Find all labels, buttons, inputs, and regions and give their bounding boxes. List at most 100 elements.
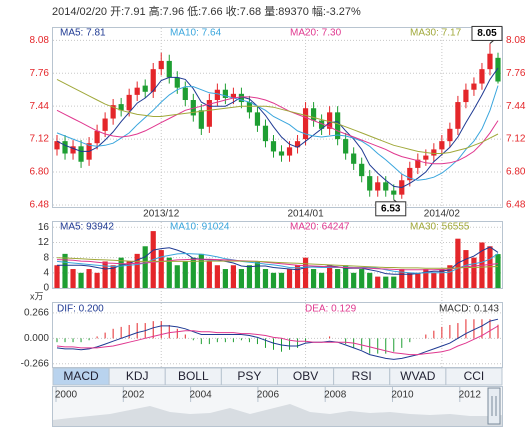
tab[interactable]: BOLL [164, 367, 222, 386]
candle-body [110, 105, 116, 119]
y-tick-label: 12 [38, 237, 50, 248]
x-tick-label: 2014/02 [424, 209, 461, 220]
volume-bar [222, 269, 228, 288]
legend-entry: MA10: 91024 [170, 222, 230, 233]
tab-label: BOLL [178, 369, 209, 383]
volume-bar [318, 272, 325, 288]
volume-bar [391, 276, 397, 288]
candle-body [78, 146, 84, 162]
y-tick-label: 7.76 [30, 68, 50, 79]
y-tick-label-right: 6.80 [506, 167, 526, 178]
y-tick-label: 8.08 [30, 35, 50, 46]
volume-bar [166, 257, 172, 288]
candle-body [126, 94, 132, 111]
candle-body [94, 130, 100, 144]
y-tick-label-right: 7.44 [506, 101, 526, 112]
volume-bar [54, 265, 60, 288]
legend-entry: DIF: 0.200 [57, 304, 104, 315]
x-tick-label: 2013/12 [143, 209, 180, 220]
candle-body [415, 159, 421, 168]
candle-body [222, 89, 228, 98]
candle-body [254, 112, 261, 126]
volume-bar [415, 272, 421, 288]
candle-body [439, 141, 445, 150]
candle-body [310, 108, 317, 121]
tab[interactable]: OBV [277, 367, 335, 386]
candle-body [423, 155, 429, 160]
candle-body [166, 60, 172, 78]
volume-bar [102, 261, 108, 288]
y-tick-label: 0 [43, 283, 49, 294]
timeline-label: 2004 [189, 390, 212, 401]
y-tick-label: 4 [43, 267, 49, 278]
candle-body [182, 87, 188, 101]
volume-bar [335, 269, 341, 288]
x-tick-label: 2014/01 [287, 209, 324, 220]
volume-bar [110, 265, 116, 288]
volume-bar [447, 265, 453, 288]
y-tick-label-right: 7.12 [506, 134, 526, 145]
y-tick-label: 6.80 [30, 167, 50, 178]
candle-body [246, 102, 253, 113]
legend-entry: MA30: 7.17 [410, 28, 462, 39]
candle-body [294, 141, 301, 148]
volume-bar [262, 269, 269, 288]
volume-bar [302, 257, 309, 288]
candle-body [359, 163, 365, 177]
legend-entry: MA5: 7.81 [60, 28, 106, 39]
tab-label: CCI [464, 369, 485, 383]
y-tick-label: 7.44 [30, 101, 50, 112]
tab[interactable]: CCI [445, 367, 503, 386]
tab[interactable]: MACD [52, 367, 110, 386]
candle-body [206, 100, 212, 127]
candle-body [447, 128, 453, 142]
volume-bar [294, 265, 301, 288]
candle-body [302, 108, 309, 140]
candle-body [262, 125, 269, 142]
candle-body [278, 151, 285, 156]
unit-label: x万 [30, 291, 44, 301]
candle-body [367, 176, 373, 191]
annotation-box [471, 25, 503, 41]
volume-bar [214, 265, 220, 288]
y-tick-label-right: 6.48 [506, 200, 526, 211]
candle-body [335, 112, 341, 140]
tab[interactable]: PSY [220, 367, 278, 386]
volume-bar [278, 272, 285, 288]
timeline-label: 2010 [391, 390, 414, 401]
volume-bar [270, 272, 277, 288]
candle-body [318, 120, 325, 129]
ma-line [56, 318, 499, 360]
volume-bar [190, 257, 196, 288]
annotation: 6.53 [381, 203, 401, 214]
volume-frame [52, 221, 503, 289]
tab-label: OBV [293, 369, 318, 383]
timeline-label: 2006 [257, 390, 280, 401]
candle-body [230, 93, 237, 98]
legend-entry: MA20: 7.30 [290, 28, 342, 39]
candle-body [351, 153, 357, 164]
volume-bar [62, 253, 68, 288]
candle-body [495, 57, 501, 82]
legend-entry: MA20: 64247 [290, 222, 350, 233]
y-tick-label: 0.000 [24, 333, 49, 344]
volume-bar [230, 265, 237, 288]
volume-bar [399, 269, 405, 288]
volume-bar [495, 254, 501, 288]
candle-body [54, 141, 60, 150]
tab[interactable]: WVAD [389, 367, 447, 386]
ma-line [56, 85, 499, 181]
y-tick-label: 8 [43, 252, 49, 263]
volume-bar [407, 272, 413, 288]
volume-bar [439, 269, 445, 288]
tab[interactable]: RSI [333, 367, 391, 386]
volume-bar [254, 261, 261, 288]
range-handle[interactable] [487, 387, 501, 425]
timeline-label: 2008 [324, 390, 347, 401]
volume-bar [134, 253, 140, 288]
tab[interactable]: KDJ [108, 367, 166, 386]
volume-bar [238, 269, 245, 288]
candle-body [471, 83, 477, 90]
